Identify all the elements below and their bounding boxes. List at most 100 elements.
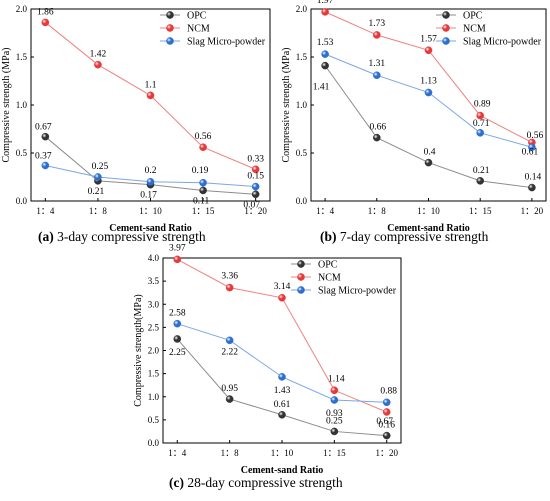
data-point bbox=[382, 408, 391, 416]
legend-marker bbox=[297, 273, 305, 281]
data-point bbox=[278, 410, 286, 419]
panel-caption-text: 28-day compressive strength bbox=[184, 475, 343, 490]
x-tick-label: 1：15 bbox=[323, 448, 346, 458]
y-tick-label: 1.0 bbox=[148, 392, 160, 402]
data-point bbox=[173, 335, 182, 343]
data-point bbox=[146, 91, 155, 100]
data-point bbox=[321, 50, 329, 58]
y-tick-label: 2.0 bbox=[16, 4, 28, 14]
data-point bbox=[41, 132, 50, 141]
data-label: 0.16 bbox=[378, 421, 395, 431]
panel-letter: (a) bbox=[38, 229, 54, 244]
data-label: 0.88 bbox=[380, 386, 397, 396]
x-tick-label: 1：20 bbox=[375, 448, 398, 458]
data-label: 1.53 bbox=[317, 38, 334, 48]
y-tick-label: 1.5 bbox=[16, 52, 28, 62]
panel-caption: (c) 28-day compressive strength bbox=[169, 475, 343, 490]
legend-label: Slag Micro-powder bbox=[463, 37, 542, 48]
x-axis-title: Cement-sand Ratio bbox=[241, 465, 324, 476]
data-label: 1.41 bbox=[313, 83, 330, 93]
data-point bbox=[41, 161, 50, 170]
x-axis-title: Cement-sand Ratio bbox=[387, 223, 470, 234]
y-tick-label: 3.0 bbox=[148, 299, 160, 309]
legend-marker bbox=[166, 11, 174, 19]
data-label: 2.25 bbox=[169, 348, 186, 358]
y-axis-title: Compressive strength(MPa) bbox=[133, 294, 144, 407]
y-tick-label: 0.5 bbox=[296, 148, 308, 158]
data-label: 0.17 bbox=[140, 191, 157, 201]
data-point bbox=[41, 18, 50, 27]
y-tick-label: 1.5 bbox=[148, 369, 160, 379]
y-tick-label: 2.0 bbox=[148, 346, 160, 356]
x-tick-label: 1：15 bbox=[192, 206, 215, 216]
y-tick-label: 1.5 bbox=[296, 52, 308, 62]
chart-panel-3: 0.0 0.5 1.0 1.5 2.0 2.5 3.0 3.5 4.0 1：4 1：8 1：10 1：1… bbox=[133, 243, 402, 490]
data-label: 0.2 bbox=[145, 166, 157, 176]
data-point bbox=[251, 165, 260, 174]
data-label: 1.97 bbox=[317, 0, 334, 6]
data-point bbox=[199, 178, 207, 187]
data-point bbox=[476, 111, 485, 120]
legend-label: Slag Micro-powder bbox=[318, 286, 397, 297]
data-label: 1.86 bbox=[37, 7, 54, 17]
y-tick-label: 2.0 bbox=[296, 4, 308, 14]
data-label: 2.58 bbox=[169, 309, 186, 319]
data-label: 0.19 bbox=[192, 166, 209, 176]
data-point bbox=[528, 183, 536, 192]
data-point bbox=[94, 173, 102, 181]
data-label: 1.31 bbox=[368, 59, 385, 69]
x-tick-label: 1：20 bbox=[521, 206, 544, 216]
legend-label: NCM bbox=[463, 24, 486, 35]
chart-panel-1: 0.0 0.5 1.0 1.5 2.0 1：4 1：8 1：10 1：15 1：20 Cement-… bbox=[1, 4, 271, 244]
legend-marker bbox=[442, 37, 450, 45]
data-point bbox=[330, 386, 339, 395]
y-tick-label: 0.0 bbox=[296, 196, 308, 206]
data-label: 0.67 bbox=[376, 417, 393, 427]
legend-marker bbox=[297, 260, 305, 268]
y-tick-label: 4.0 bbox=[148, 253, 160, 263]
data-label: 0.93 bbox=[326, 409, 343, 419]
data-point bbox=[94, 60, 102, 69]
legend-marker bbox=[166, 37, 174, 45]
data-label: 1.13 bbox=[420, 77, 437, 87]
data-label: 0.56 bbox=[527, 131, 544, 141]
panel-letter: (b) bbox=[320, 229, 337, 244]
legend-label: OPC bbox=[187, 11, 207, 22]
data-point bbox=[173, 319, 182, 328]
data-label: 1.73 bbox=[368, 19, 385, 29]
data-label: 0.25 bbox=[92, 162, 109, 172]
data-label: 0.56 bbox=[195, 132, 212, 142]
data-point bbox=[199, 186, 207, 195]
data-point bbox=[372, 31, 381, 39]
data-point bbox=[225, 336, 234, 345]
data-point bbox=[251, 190, 260, 199]
data-point bbox=[321, 8, 329, 16]
data-point bbox=[251, 182, 260, 191]
y-axis-title: Compressive strength (MPa) bbox=[281, 48, 292, 163]
data-point bbox=[424, 158, 433, 167]
data-point bbox=[173, 255, 182, 264]
data-label: 3.36 bbox=[221, 272, 238, 282]
data-point bbox=[278, 373, 286, 381]
data-label: 1.42 bbox=[90, 50, 107, 60]
x-tick-label: 1：8 bbox=[89, 206, 108, 216]
legend-marker bbox=[297, 286, 305, 294]
data-point bbox=[278, 293, 286, 302]
data-label: 0.25 bbox=[326, 416, 343, 426]
x-tick-label: 1：8 bbox=[221, 448, 240, 458]
data-label: 0.89 bbox=[474, 100, 491, 110]
data-label: 1.1 bbox=[145, 80, 157, 90]
legend-marker bbox=[166, 24, 174, 32]
panel-caption-text: 7-day compressive strength bbox=[337, 229, 489, 244]
data-label: 0.4 bbox=[424, 148, 436, 158]
y-tick-label: 3.5 bbox=[148, 276, 160, 286]
x-tick-label: 1：10 bbox=[271, 448, 294, 458]
x-tick-label: 1：4 bbox=[168, 448, 187, 458]
y-tick-label: 0.0 bbox=[148, 438, 160, 448]
y-axis-title: Compressive strength (MPa) bbox=[1, 48, 12, 163]
legend-label: NCM bbox=[318, 273, 341, 284]
data-point bbox=[199, 143, 207, 152]
data-label: 0.21 bbox=[473, 166, 490, 176]
x-tick-label: 1：8 bbox=[368, 206, 387, 216]
data-label: 0.61 bbox=[522, 147, 539, 157]
